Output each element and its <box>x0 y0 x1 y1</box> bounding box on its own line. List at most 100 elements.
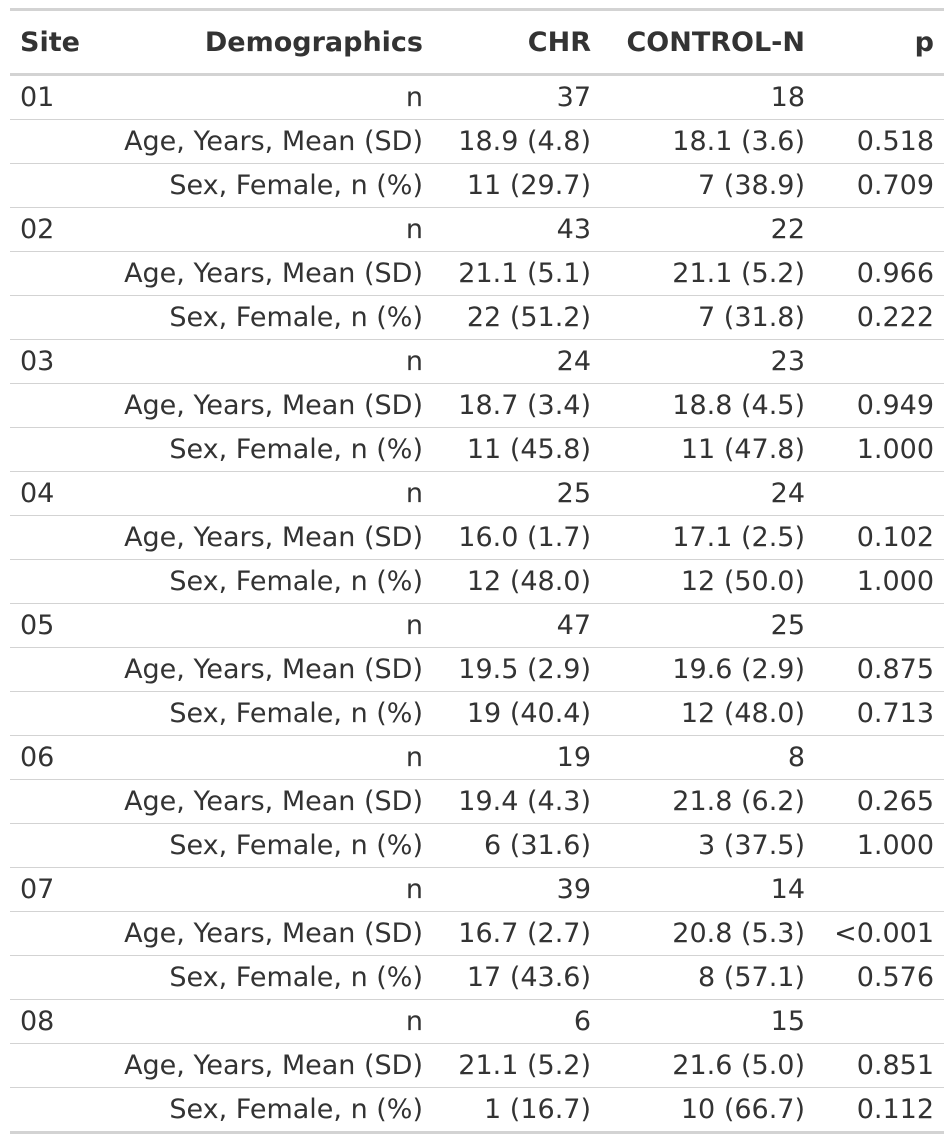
cell-demographic: Sex, Female, n (%) <box>92 163 433 208</box>
cell-control: 24 <box>601 471 815 516</box>
cell-control: 3 (37.5) <box>601 823 815 868</box>
cell-site: 03 <box>10 339 92 384</box>
cell-site <box>10 163 92 208</box>
cell-site <box>10 1087 92 1134</box>
cell-p: 0.102 <box>815 515 944 560</box>
cell-demographic: n <box>92 999 433 1044</box>
table-row: Sex, Female, n (%) 11 (45.8) 11 (47.8) 1.00… <box>10 427 944 472</box>
cell-site: 06 <box>10 735 92 780</box>
cell-chr: 22 (51.2) <box>433 295 601 340</box>
cell-p <box>815 207 944 252</box>
table-row: Sex, Female, n (%) 22 (51.2) 7 (31.8) 0.222 <box>10 295 944 340</box>
cell-chr: 43 <box>433 207 601 252</box>
cell-p <box>815 471 944 516</box>
cell-control: 11 (47.8) <box>601 427 815 472</box>
cell-demographic: Age, Years, Mean (SD) <box>92 119 433 164</box>
cell-site <box>10 823 92 868</box>
cell-site: 02 <box>10 207 92 252</box>
cell-demographic: Age, Years, Mean (SD) <box>92 383 433 428</box>
cell-chr: 21.1 (5.2) <box>433 1043 601 1088</box>
cell-control: 21.1 (5.2) <box>601 251 815 296</box>
table-row: Age, Years, Mean (SD) 19.5 (2.9) 19.6 (2.9… <box>10 647 944 692</box>
cell-demographic: Age, Years, Mean (SD) <box>92 515 433 560</box>
cell-site: 07 <box>10 867 92 912</box>
cell-site <box>10 955 92 1000</box>
cell-site <box>10 515 92 560</box>
cell-demographic: n <box>92 339 433 384</box>
cell-demographic: Sex, Female, n (%) <box>92 427 433 472</box>
table-header: Site Demographics CHR CONTROL-N p <box>10 9 944 75</box>
cell-site: 01 <box>20 82 55 113</box>
table-row: Age, Years, Mean (SD) 18.9 (4.8) 18.1 (3.6… <box>10 119 944 164</box>
cell-demographic: n <box>92 603 433 648</box>
table-row: 08 n 6 15 <box>10 999 944 1044</box>
cell-chr: 19.4 (4.3) <box>433 779 601 824</box>
table-row: 07 n 39 14 <box>10 867 944 912</box>
cell-chr: 18.9 (4.8) <box>433 119 601 164</box>
demographics-table: Site Demographics CHR CONTROL-N p 01 n 37 1… <box>10 8 944 1134</box>
cell-chr: 39 <box>433 867 601 912</box>
table-row: Sex, Female, n (%) 19 (40.4) 12 (48.0) 0.71… <box>10 691 944 736</box>
cell-demographic: Sex, Female, n (%) <box>92 295 433 340</box>
cell-control: 10 (66.7) <box>601 1087 815 1134</box>
cell-p: 0.709 <box>815 163 944 208</box>
table-row: 06 n 19 8 <box>10 735 944 780</box>
table-row: 05 n 47 25 <box>10 603 944 648</box>
cell-demographic: n <box>405 82 423 113</box>
demographics-table-container: Site Demographics CHR CONTROL-N p 01 n 37 1… <box>10 8 944 1134</box>
cell-p: 1.000 <box>815 427 944 472</box>
cell-chr: 6 <box>433 999 601 1044</box>
cell-p: 0.518 <box>815 119 944 164</box>
cell-p: 0.222 <box>815 295 944 340</box>
cell-demographic: Age, Years, Mean (SD) <box>92 251 433 296</box>
cell-chr: 11 (29.7) <box>433 163 601 208</box>
cell-chr: 24 <box>433 339 601 384</box>
cell-p: 0.713 <box>815 691 944 736</box>
cell-p: 0.851 <box>815 1043 944 1088</box>
cell-site <box>10 251 92 296</box>
cell-site <box>10 559 92 604</box>
cell-control: 14 <box>601 867 815 912</box>
cell-control: 18.8 (4.5) <box>601 383 815 428</box>
cell-p: 0.576 <box>815 955 944 1000</box>
table-row: Age, Years, Mean (SD) 16.7 (2.7) 20.8 (5.3… <box>10 911 944 956</box>
cell-control: 15 <box>601 999 815 1044</box>
cell-demographic: Age, Years, Mean (SD) <box>92 911 433 956</box>
cell-demographic: Age, Years, Mean (SD) <box>92 647 433 692</box>
cell-site <box>10 647 92 692</box>
cell-p: 0.112 <box>815 1087 944 1134</box>
table-row: 01 n 37 18 <box>10 75 944 120</box>
cell-demographic: Sex, Female, n (%) <box>92 559 433 604</box>
cell-control: 21.6 (5.0) <box>601 1043 815 1088</box>
table-row: Age, Years, Mean (SD) 21.1 (5.2) 21.6 (5.0… <box>10 1043 944 1088</box>
header-row: Site Demographics CHR CONTROL-N p <box>10 9 944 75</box>
cell-p <box>815 603 944 648</box>
table-row: Age, Years, Mean (SD) 16.0 (1.7) 17.1 (2.5… <box>10 515 944 560</box>
table-row: Sex, Female, n (%) 6 (31.6) 3 (37.5) 1.000 <box>10 823 944 868</box>
header-site: Site <box>20 26 80 58</box>
cell-demographic: Sex, Female, n (%) <box>92 1087 433 1134</box>
cell-chr: 16.7 (2.7) <box>433 911 601 956</box>
cell-control: 23 <box>601 339 815 384</box>
table-row: Sex, Female, n (%) 1 (16.7) 10 (66.7) 0.112 <box>10 1087 944 1134</box>
cell-chr: 37 <box>556 82 591 113</box>
cell-chr: 6 (31.6) <box>433 823 601 868</box>
cell-site <box>10 779 92 824</box>
cell-control: 20.8 (5.3) <box>601 911 815 956</box>
cell-p: 1.000 <box>815 823 944 868</box>
cell-control: 19.6 (2.9) <box>601 647 815 692</box>
cell-demographic: n <box>92 867 433 912</box>
cell-chr: 1 (16.7) <box>433 1087 601 1134</box>
cell-site <box>10 911 92 956</box>
cell-p <box>815 339 944 384</box>
cell-chr: 25 <box>433 471 601 516</box>
cell-chr: 19 (40.4) <box>433 691 601 736</box>
cell-demographic: n <box>92 735 433 780</box>
cell-control: 12 (50.0) <box>601 559 815 604</box>
cell-p: <0.001 <box>815 911 944 956</box>
cell-chr: 12 (48.0) <box>433 559 601 604</box>
header-control: CONTROL-N <box>626 26 805 58</box>
cell-site <box>10 383 92 428</box>
cell-site: 04 <box>10 471 92 516</box>
table-row: 02 n 43 22 <box>10 207 944 252</box>
